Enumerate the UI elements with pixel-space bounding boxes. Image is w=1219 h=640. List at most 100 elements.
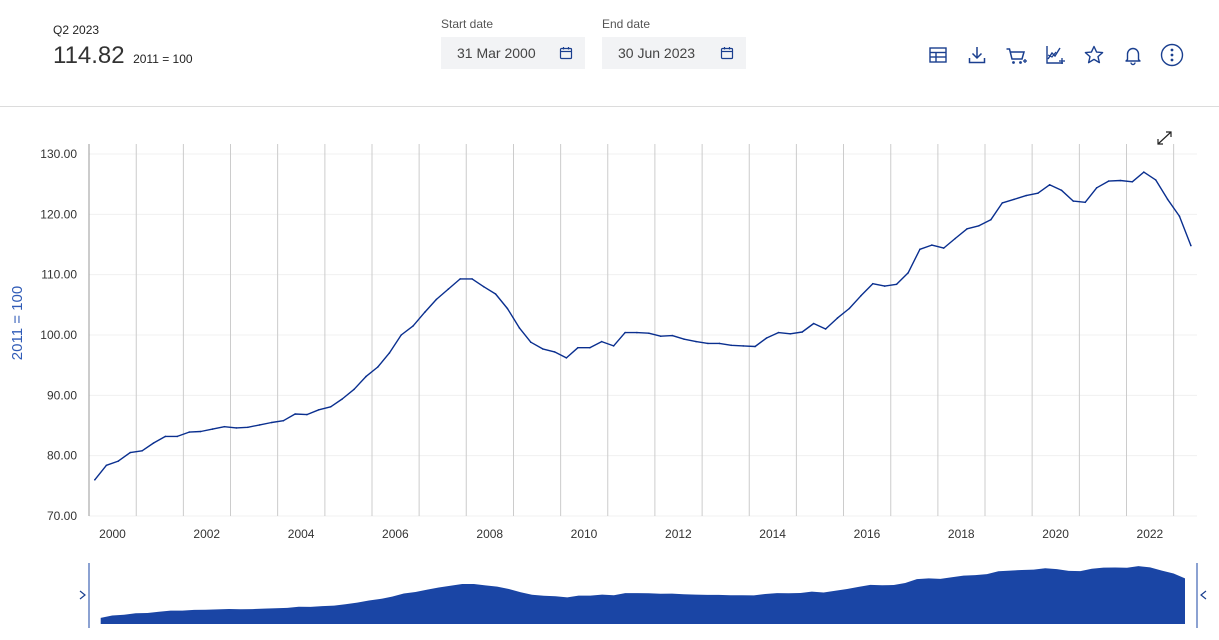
data-point[interactable] <box>164 435 167 438</box>
data-point[interactable] <box>105 464 108 467</box>
data-point[interactable] <box>211 428 214 430</box>
download-button[interactable] <box>964 42 990 68</box>
data-point[interactable] <box>1060 189 1063 191</box>
data-point[interactable] <box>270 421 273 424</box>
navigator[interactable] <box>79 563 1207 628</box>
table-view-button[interactable] <box>925 42 951 68</box>
data-point[interactable] <box>152 442 155 444</box>
data-point[interactable] <box>707 342 709 345</box>
data-point[interactable] <box>659 335 662 337</box>
favourite-button[interactable] <box>1081 42 1107 68</box>
data-point[interactable] <box>931 244 933 246</box>
data-point[interactable] <box>1095 187 1098 189</box>
data-point[interactable] <box>777 331 780 334</box>
start-date-input[interactable]: 31 Mar 2000 <box>441 37 585 69</box>
series-line[interactable] <box>94 171 1192 481</box>
calendar-icon[interactable] <box>720 46 734 60</box>
data-point[interactable] <box>553 351 556 353</box>
data-point[interactable] <box>447 288 450 290</box>
data-point[interactable] <box>282 419 285 422</box>
data-point[interactable] <box>671 334 674 337</box>
data-point[interactable] <box>365 375 367 378</box>
end-date-input[interactable]: 30 Jun 2023 <box>602 37 746 69</box>
data-point[interactable] <box>353 388 355 391</box>
data-point[interactable] <box>860 295 862 297</box>
data-point[interactable] <box>494 293 497 295</box>
data-point[interactable] <box>318 409 320 411</box>
data-point[interactable] <box>872 282 874 285</box>
data-point[interactable] <box>141 450 143 452</box>
data-point[interactable] <box>718 342 721 345</box>
data-point[interactable] <box>329 406 332 408</box>
data-point[interactable] <box>1190 244 1192 247</box>
add-to-chart-button[interactable] <box>1042 42 1068 68</box>
data-point[interactable] <box>518 327 521 329</box>
data-point[interactable] <box>730 344 733 347</box>
data-point[interactable] <box>1107 180 1110 182</box>
data-point[interactable] <box>1178 215 1181 217</box>
data-point[interactable] <box>199 430 202 433</box>
data-point[interactable] <box>129 451 131 454</box>
data-point[interactable] <box>742 345 744 347</box>
data-point[interactable] <box>812 322 815 325</box>
data-point[interactable] <box>577 346 579 349</box>
data-point[interactable] <box>966 228 968 230</box>
data-point[interactable] <box>117 460 120 462</box>
data-point[interactable] <box>482 285 485 288</box>
data-point[interactable] <box>306 413 308 416</box>
fullscreen-button[interactable] <box>1155 129 1175 149</box>
data-point[interactable] <box>990 219 992 221</box>
navigator-scroll-left[interactable] <box>79 590 86 600</box>
data-point[interactable] <box>636 331 638 334</box>
data-point[interactable] <box>1119 179 1122 182</box>
data-point[interactable] <box>1131 181 1134 183</box>
data-point[interactable] <box>258 424 261 426</box>
data-point[interactable] <box>1084 201 1086 204</box>
data-point[interactable] <box>377 366 379 368</box>
data-point[interactable] <box>294 413 296 415</box>
data-point[interactable] <box>188 431 190 433</box>
navigator-scroll-right[interactable] <box>1200 590 1207 600</box>
data-point[interactable] <box>836 317 839 319</box>
data-point[interactable] <box>400 334 403 336</box>
data-point[interactable] <box>424 311 426 313</box>
data-point[interactable] <box>895 283 898 286</box>
data-point[interactable] <box>459 278 462 280</box>
data-point[interactable] <box>801 331 803 333</box>
calendar-icon[interactable] <box>559 46 573 60</box>
line-chart[interactable]: 70.0080.0090.00100.00110.00120.00130.00 … <box>0 108 1219 640</box>
data-point[interactable] <box>1072 200 1075 202</box>
data-point[interactable] <box>530 341 532 343</box>
data-point[interactable] <box>754 345 756 348</box>
data-point[interactable] <box>412 325 414 327</box>
data-point[interactable] <box>765 337 768 339</box>
data-point[interactable] <box>541 348 544 350</box>
data-point[interactable] <box>954 237 956 240</box>
data-point[interactable] <box>1166 198 1169 201</box>
data-point[interactable] <box>565 357 568 359</box>
data-point[interactable] <box>600 340 603 343</box>
data-point[interactable] <box>471 278 473 280</box>
notification-button[interactable] <box>1120 42 1146 68</box>
data-point[interactable] <box>341 398 344 400</box>
data-point[interactable] <box>223 425 226 428</box>
data-point[interactable] <box>1037 192 1039 194</box>
data-point[interactable] <box>848 307 851 310</box>
data-point[interactable] <box>978 225 980 227</box>
data-point[interactable] <box>824 328 827 330</box>
data-point[interactable] <box>247 426 249 429</box>
data-point[interactable] <box>695 340 697 343</box>
data-point[interactable] <box>1143 171 1145 173</box>
data-point[interactable] <box>388 352 391 354</box>
more-options-button[interactable] <box>1159 42 1185 68</box>
add-to-cart-button[interactable] <box>1003 42 1029 68</box>
data-point[interactable] <box>1025 194 1027 197</box>
data-point[interactable] <box>907 272 909 274</box>
data-point[interactable] <box>435 298 438 301</box>
data-point[interactable] <box>1001 202 1004 204</box>
data-point[interactable] <box>624 331 626 334</box>
data-point[interactable] <box>612 345 615 347</box>
data-point[interactable] <box>1013 198 1015 201</box>
data-point[interactable] <box>589 346 591 349</box>
data-point[interactable] <box>789 333 792 335</box>
